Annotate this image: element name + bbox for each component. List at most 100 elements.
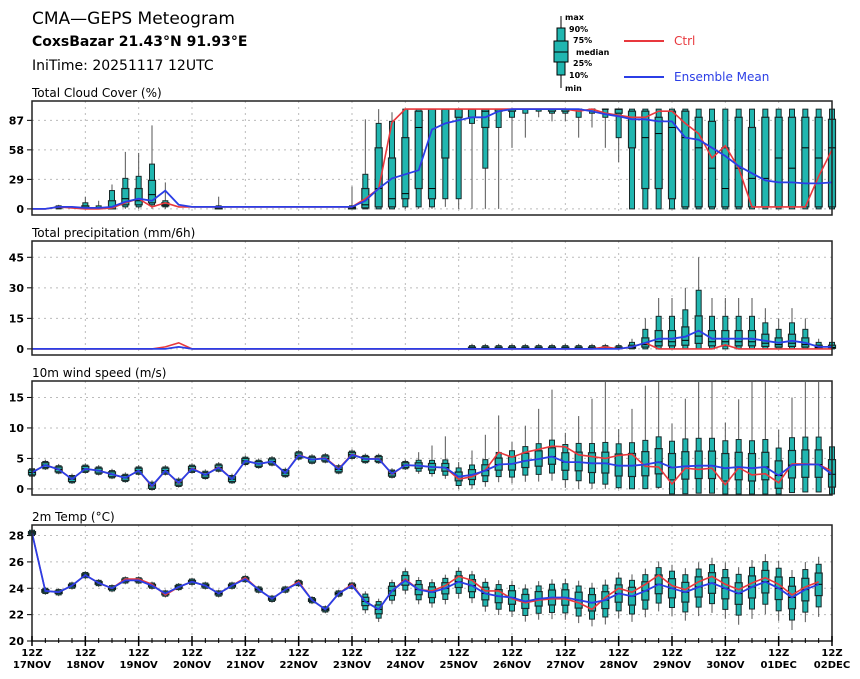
panel-frame [31, 100, 833, 216]
ensemble-mean-line [32, 329, 832, 350]
legend-p75: 75% [573, 36, 592, 45]
ytick-label: 0 [16, 483, 24, 496]
box-p25-p75 [801, 116, 810, 208]
box-p25-p75 [401, 137, 410, 200]
panel-title-wind: 10m wind speed (m/s) [32, 366, 166, 380]
ytick-label: 10 [9, 422, 25, 435]
box-p25-p75 [387, 157, 397, 208]
box-p25-p75 [481, 108, 490, 129]
xtick-label-date: 17NOV [13, 660, 52, 671]
xtick-label-date: 21NOV [226, 660, 265, 671]
ytick-label: 58 [9, 144, 24, 157]
box-p25-p75 [427, 108, 437, 200]
box-p25-p75 [774, 116, 783, 208]
box-p25-p75 [734, 451, 743, 481]
xtick-label-date: 20NOV [173, 660, 212, 671]
box-p25-p75 [121, 187, 130, 206]
box-p25-p75 [641, 110, 650, 190]
box-p25-p75 [414, 110, 423, 190]
xtick-label-hour: 12Z [21, 648, 42, 659]
xtick-label-hour: 12Z [395, 648, 416, 659]
meteogram-title: CMA—GEPS Meteogram [32, 9, 235, 29]
panel-frame [31, 380, 833, 496]
xtick-label-date: 18NOV [66, 660, 105, 671]
xtick-label-date: 02DEC [814, 660, 850, 671]
panel-frame [31, 240, 833, 356]
xtick-label-hour: 12Z [448, 648, 469, 659]
panel-wind: 0 5 10 15 [9, 380, 837, 496]
box-p25-p75 [627, 110, 637, 149]
ensemble-mean-line [31, 453, 833, 488]
ytick-label: 87 [9, 114, 24, 127]
box-p25-p75 [681, 110, 690, 208]
panel-cloud: 0 29 58 87 [9, 100, 837, 216]
ytick-label: 22 [9, 609, 24, 622]
box-p10-p90 [455, 108, 462, 200]
box-p25-p75 [707, 120, 717, 208]
box-p25-p75 [441, 108, 450, 159]
ytick-label: 0 [16, 343, 24, 356]
xtick-label-hour: 12Z [661, 648, 682, 659]
box-p25-p75 [721, 147, 730, 208]
ytick-label: 28 [9, 530, 24, 543]
xtick-label-hour: 12Z [555, 648, 576, 659]
xtick-label-hour: 12Z [715, 648, 736, 659]
legend-min: min [565, 84, 582, 93]
x-axis: 12Z17NOV12Z18NOV12Z19NOV12Z20NOV12Z21NOV… [13, 636, 850, 671]
xtick-label-date: 01DEC [760, 660, 796, 671]
ytick-label: 26 [9, 556, 25, 569]
xtick-label-date: 30NOV [706, 660, 745, 671]
box-p25-p75 [454, 108, 463, 118]
ctrl-line [32, 108, 833, 210]
box-legend: max 90% 75% median 25% 10% min [553, 13, 610, 93]
legend-median-label: median [576, 48, 610, 57]
ytick-label: 5 [16, 452, 24, 465]
xtick-label-hour: 12Z [288, 648, 309, 659]
legend-p25: 25% [573, 59, 592, 68]
panel-precip: 0 15 30 45 [9, 240, 837, 356]
panel-temp: 20 22 24 26 28 [9, 524, 833, 648]
xtick-label-hour: 12Z [75, 648, 96, 659]
xtick-label-date: 28NOV [600, 660, 639, 671]
xtick-label-date: 29NOV [653, 660, 692, 671]
ytick-label: 24 [9, 582, 25, 595]
init-time-label: IniTime: 20251117 12UTC [32, 58, 214, 74]
xtick-label-date: 24NOV [386, 660, 425, 671]
box-p25-p75 [147, 179, 157, 204]
xtick-label-hour: 12Z [235, 648, 256, 659]
legend-p90: 90% [569, 25, 588, 34]
panel-title-temp: 2m Temp (°C) [32, 510, 115, 524]
box-p25-p75 [747, 126, 757, 208]
box-p10-p90 [629, 108, 635, 210]
panel-title-cloud: Total Cloud Cover (%) [31, 86, 162, 100]
box-p25-p75 [467, 108, 477, 118]
legend-ctrl-label: Ctrl [674, 34, 695, 48]
xtick-label-hour: 12Z [768, 648, 789, 659]
box-p25-p75 [134, 187, 143, 206]
legend-max: max [565, 13, 585, 22]
ytick-label: 15 [9, 391, 24, 404]
xtick-label-date: 25NOV [440, 660, 479, 671]
xtick-label-date: 22NOV [280, 660, 319, 671]
box-p25-p75 [787, 116, 797, 208]
legend-p10: 10% [569, 71, 588, 80]
ytick-label: 0 [16, 203, 24, 216]
xtick-label-date: 19NOV [120, 660, 159, 671]
ytick-label: 30 [9, 282, 25, 295]
box-p25-p75 [654, 116, 663, 190]
ytick-label: 29 [9, 173, 24, 186]
xtick-label-hour: 12Z [821, 648, 842, 659]
xtick-label-hour: 12Z [341, 648, 362, 659]
legend-mean-label: Ensemble Mean [674, 70, 769, 84]
xtick-label-date: 27NOV [546, 660, 585, 671]
panel-title-precip: Total precipitation (mm/6h) [31, 226, 195, 240]
xtick-label-date: 23NOV [333, 660, 372, 671]
xtick-label-hour: 12Z [128, 648, 149, 659]
ensemble-mean-line [31, 532, 820, 611]
ytick-label: 20 [9, 635, 25, 648]
box-p25-p75 [734, 116, 743, 208]
box-p25-p75 [694, 116, 703, 208]
box-p25-p75 [814, 116, 823, 208]
box-p25-p75 [374, 147, 383, 208]
